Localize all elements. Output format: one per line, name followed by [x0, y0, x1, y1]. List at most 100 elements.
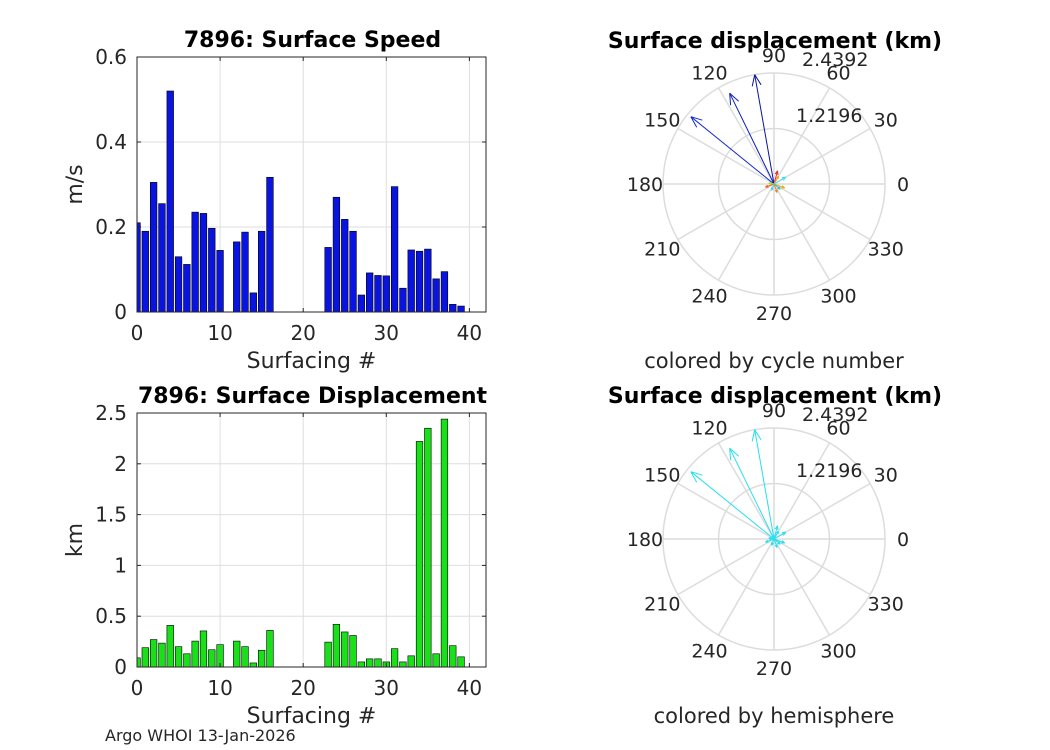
angle-label-180: 180 — [627, 174, 663, 196]
bar-1 — [141, 230, 149, 313]
displacement-arrow — [765, 538, 775, 543]
arrow-head — [768, 536, 772, 539]
y-tick-label: 0 — [114, 655, 127, 679]
arrow-head — [690, 471, 703, 476]
arrow-head — [754, 429, 762, 441]
angle-label-90: 90 — [762, 45, 786, 67]
x-tick-label: 30 — [374, 676, 399, 700]
bar-31 — [390, 648, 399, 668]
bar-4 — [166, 90, 174, 313]
bar-32 — [399, 287, 407, 313]
angle-label-90: 90 — [762, 400, 786, 422]
bar-12 — [233, 241, 241, 313]
x-axis-label: Surfacing # — [247, 704, 377, 729]
arrow-head — [690, 116, 703, 121]
y-tick-label: 0 — [114, 300, 127, 324]
y-tick-label: 0.4 — [95, 130, 127, 154]
polar-caption: colored by hemisphere — [654, 704, 895, 728]
angle-label-270: 270 — [756, 303, 792, 325]
angle-label-30: 30 — [874, 110, 898, 132]
radial-tick-label: 2.4392 — [802, 49, 868, 71]
bar-38 — [449, 645, 457, 668]
arrow-head — [774, 189, 778, 193]
arrow-head — [690, 471, 698, 483]
bar-13 — [241, 231, 249, 313]
bar-24 — [332, 196, 341, 313]
bar-26 — [349, 635, 357, 668]
polar-title: Surface displacement (km) — [608, 29, 942, 54]
bar-33 — [407, 249, 415, 313]
displacement-arrow — [773, 538, 778, 548]
bar-23 — [324, 641, 332, 668]
displacement-arrow — [773, 183, 778, 193]
bar-9 — [208, 227, 216, 313]
arrow-head — [777, 187, 781, 190]
bar-3 — [158, 642, 166, 668]
bar-7 — [191, 640, 199, 668]
bar-31 — [390, 186, 399, 313]
bar-28 — [366, 272, 374, 313]
x-tick-label: 10 — [207, 676, 232, 700]
bar-15 — [258, 649, 266, 668]
x-tick-label: 20 — [290, 676, 315, 700]
chart-title: 7896: Surface Speed — [184, 28, 441, 53]
displacement-arrow — [773, 183, 781, 190]
displacement-arrow — [729, 447, 775, 540]
y-tick-label: 0.6 — [95, 45, 127, 69]
bar-28 — [366, 658, 374, 668]
footer-credit: Argo WHOI 13-Jan-2026 — [105, 726, 296, 745]
arrow-head — [729, 448, 732, 461]
y-tick-label: 2.5 — [95, 401, 127, 425]
y-axis-label: m/s — [63, 164, 88, 204]
bar-8 — [199, 630, 208, 668]
bar-1 — [141, 647, 149, 668]
arrow-head — [777, 542, 781, 545]
x-tick-label: 0 — [131, 676, 144, 700]
arrow-head — [751, 429, 756, 442]
bar-23 — [324, 247, 332, 313]
bar-16 — [266, 630, 274, 668]
bar-5 — [174, 256, 183, 313]
displacement-arrow — [773, 525, 779, 540]
bar-30 — [382, 275, 390, 313]
displacement-arrow — [690, 471, 775, 540]
y-tick-label: 1 — [114, 553, 127, 577]
bar-33 — [407, 655, 415, 668]
chart-title: 7896: Surface Displacement — [138, 384, 488, 409]
displacement-arrow — [773, 531, 787, 540]
angle-label-60: 60 — [826, 62, 850, 84]
x-tick-label: 20 — [290, 321, 315, 345]
angle-label-240: 240 — [691, 286, 727, 308]
angle-label-0: 0 — [897, 174, 909, 196]
angle-label-300: 300 — [820, 286, 856, 308]
arrow-head — [765, 539, 769, 543]
polar-caption: colored by cycle number — [644, 349, 904, 373]
bar-35 — [424, 248, 432, 313]
bar-2 — [149, 182, 158, 313]
y-tick-label: 0.5 — [95, 604, 127, 628]
arrow-head — [782, 176, 787, 181]
axes-box — [136, 412, 487, 668]
displacement-arrow — [773, 538, 785, 544]
arrow-head — [765, 184, 769, 188]
bar-38 — [449, 304, 457, 313]
arrow-head — [729, 447, 739, 457]
displacement-arrow — [773, 170, 779, 185]
displacement-arrow — [773, 183, 785, 189]
displacement-arrow — [773, 538, 781, 545]
radial-tick-label: 1.2196 — [796, 460, 862, 482]
angle-label-300: 300 — [820, 641, 856, 663]
displacement-arrow — [773, 176, 787, 185]
angle-label-120: 120 — [691, 417, 727, 439]
bar-6 — [183, 653, 191, 668]
y-tick-label: 1.5 — [95, 503, 127, 527]
angle-label-240: 240 — [691, 641, 727, 663]
bar-8 — [199, 213, 208, 313]
x-tick-label: 40 — [457, 676, 482, 700]
bar-29 — [374, 275, 382, 313]
bar-34 — [415, 250, 424, 313]
x-tick-label: 30 — [374, 321, 399, 345]
y-tick-label: 0.2 — [95, 215, 127, 239]
radial-tick-label: 2.4392 — [802, 404, 868, 426]
